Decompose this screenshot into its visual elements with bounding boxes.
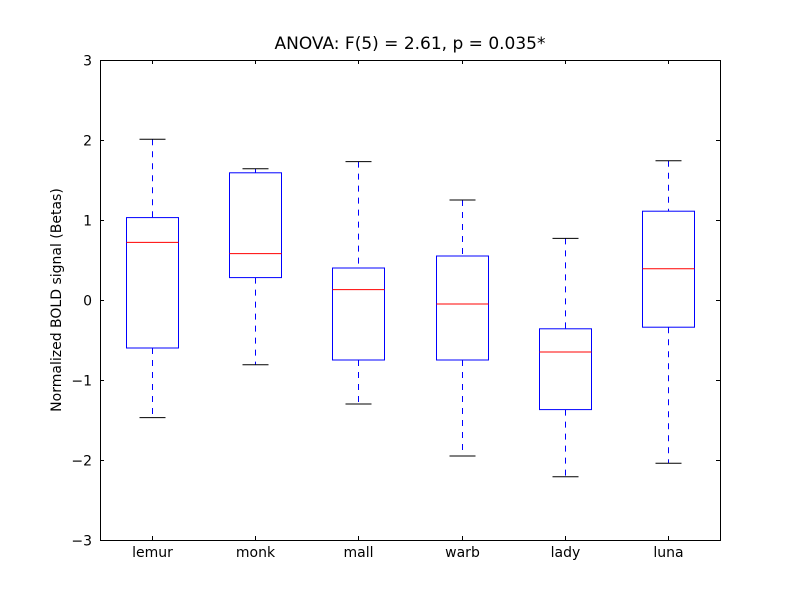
x-tick-label: mall — [344, 545, 374, 561]
x-tick-label: lemur — [132, 545, 173, 561]
x-tick-label: lady — [551, 545, 581, 561]
y-tick-label: −1 — [71, 374, 92, 390]
box-warb — [436, 255, 489, 361]
y-tick-label: 0 — [83, 294, 92, 310]
box-lady — [539, 328, 592, 411]
box-monk — [229, 172, 282, 279]
chart-title: ANOVA: F(5) = 2.61, p = 0.035* — [274, 34, 545, 54]
x-tick-label: monk — [236, 545, 276, 561]
y-tick-label: 1 — [83, 214, 92, 230]
box-mall — [332, 267, 385, 361]
plot-frame — [100, 60, 721, 541]
y-tick-label: −3 — [71, 534, 92, 550]
x-tick-label: warb — [445, 545, 480, 561]
y-tick-label: 2 — [83, 134, 92, 150]
y-tick-label: 3 — [83, 54, 92, 70]
y-tick-label: −2 — [71, 454, 92, 470]
y-axis-label: Normalized BOLD signal (Betas) — [49, 188, 65, 412]
box-lemur — [126, 217, 179, 349]
x-tick-label: luna — [653, 545, 683, 561]
